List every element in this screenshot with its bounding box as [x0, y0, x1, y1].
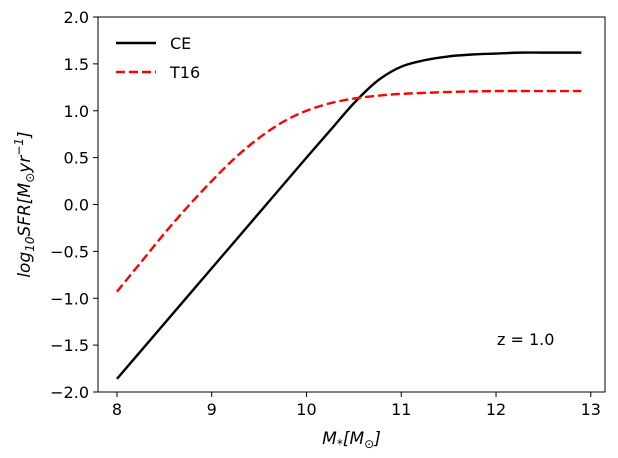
x-tick-label: 10 — [296, 400, 316, 419]
x-tick-label: 12 — [486, 400, 506, 419]
x-tick-label: 9 — [207, 400, 217, 419]
series-line-ce — [116, 51, 582, 380]
redshift-annotation: z = 1.0 — [497, 330, 554, 349]
legend-label-t16: T16 — [169, 63, 200, 82]
x-axis-label: M*[M⊙] — [322, 429, 381, 451]
series-layer — [116, 51, 582, 380]
y-tick-label: −1.0 — [50, 289, 89, 308]
x-tick-label: 11 — [391, 400, 411, 419]
y-tick-label: 0.5 — [64, 149, 89, 168]
y-axis-label: log10SFR[M⊙yr−1] — [12, 131, 37, 277]
x-tick-label: 13 — [581, 400, 601, 419]
legend-label-ce: CE — [170, 34, 191, 53]
y-tick-label: 1.5 — [64, 55, 89, 74]
y-tick-label: 0.0 — [64, 196, 89, 215]
y-tick-label: −0.5 — [50, 242, 89, 261]
y-tick-label: −1.5 — [50, 336, 89, 355]
series-line-t16 — [116, 89, 582, 293]
y-tick-label: 1.0 — [64, 102, 89, 121]
plot-area — [98, 17, 605, 392]
y-axis: −2.0 −1.5 −1.0 −0.5 0.0 0.5 1.0 1.5 2.0 — [50, 8, 98, 402]
y-tick-label: −2.0 — [50, 383, 89, 402]
x-tick-label: 8 — [112, 400, 122, 419]
legend: CE T16 — [116, 34, 200, 82]
x-axis: 8 9 10 11 12 13 — [112, 392, 601, 419]
y-tick-label: 2.0 — [64, 8, 89, 27]
